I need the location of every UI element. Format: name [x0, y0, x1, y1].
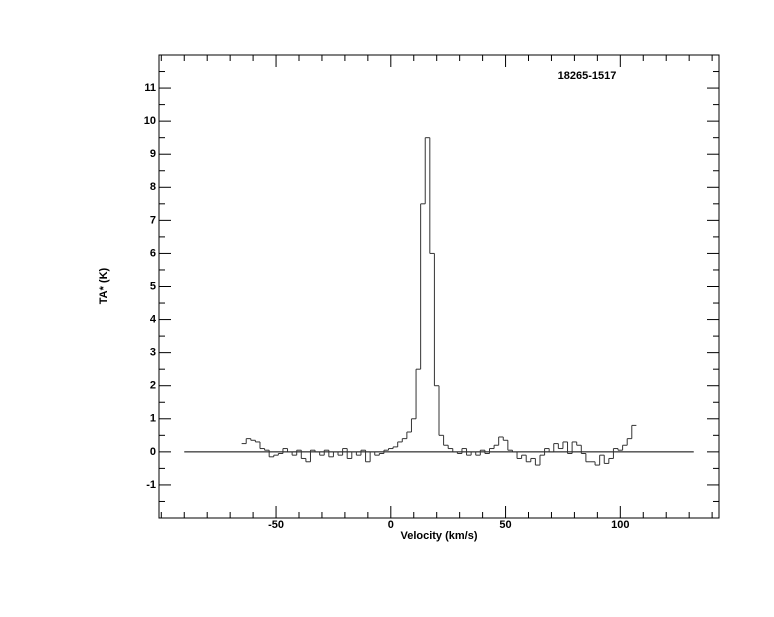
y-tick-label: 3 — [150, 347, 156, 359]
x-tick-label: 0 — [388, 519, 394, 531]
y-tick-label: 1 — [150, 413, 156, 425]
y-tick-label: 9 — [150, 148, 156, 160]
y-tick-label: 4 — [150, 313, 157, 325]
x-tick-label: 50 — [499, 519, 511, 531]
x-tick-label: -50 — [268, 519, 284, 531]
x-tick-label: 100 — [611, 519, 629, 531]
plot-frame — [158, 54, 720, 519]
y-tick-label: 0 — [150, 446, 156, 458]
chart-title: 18265-1517 — [558, 70, 617, 82]
y-axis-label: TA* (K) — [98, 267, 110, 304]
y-tick-label: 8 — [150, 181, 156, 193]
y-tick-label: -1 — [146, 479, 156, 491]
y-tick-label: 11 — [144, 82, 156, 94]
y-tick-label: 5 — [150, 280, 156, 292]
y-tick-label: 6 — [150, 247, 156, 259]
y-tick-label: 10 — [144, 115, 156, 127]
y-tick-label: 2 — [150, 380, 156, 392]
y-tick-label: 7 — [150, 214, 156, 226]
x-axis-label: Velocity (km/s) — [400, 530, 477, 542]
